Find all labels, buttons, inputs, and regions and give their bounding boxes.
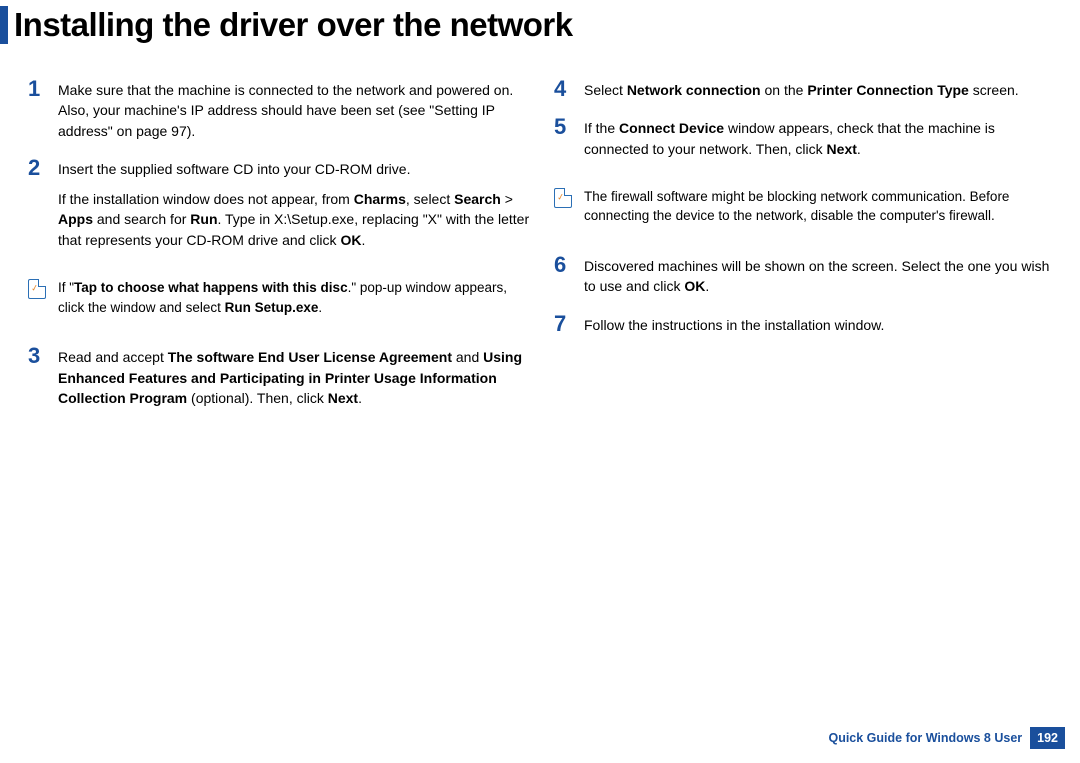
step-text: Read and accept The software End User Li…	[58, 347, 534, 408]
step-number: 6	[554, 254, 584, 297]
step-2: 2 Insert the supplied software CD into y…	[28, 157, 534, 250]
step-text: Discovered machines will be shown on the…	[584, 256, 1060, 297]
content-columns: 1 Make sure that the machine is connecte…	[0, 44, 1080, 424]
note-box: The firewall software might be blocking …	[554, 187, 1060, 226]
step-number: 2	[28, 157, 58, 250]
page-title: Installing the driver over the network	[14, 6, 573, 44]
step-7: 7 Follow the instructions in the install…	[554, 313, 1060, 335]
step-body: Select Network connection on the Printer…	[584, 78, 1060, 100]
note-box: If "Tap to choose what happens with this…	[28, 278, 534, 317]
note-icon	[554, 188, 572, 208]
step-number: 5	[554, 116, 584, 159]
title-bar: Installing the driver over the network	[0, 0, 1080, 44]
step-number: 1	[28, 78, 58, 141]
step-6: 6 Discovered machines will be shown on t…	[554, 254, 1060, 297]
step-4: 4 Select Network connection on the Print…	[554, 78, 1060, 100]
left-column: 1 Make sure that the machine is connecte…	[28, 78, 534, 424]
step-number: 7	[554, 313, 584, 335]
note-text: If "Tap to choose what happens with this…	[58, 278, 534, 317]
step-text: Insert the supplied software CD into you…	[58, 159, 534, 179]
title-accent-bar	[0, 6, 8, 44]
step-3: 3 Read and accept The software End User …	[28, 345, 534, 408]
step-text: Make sure that the machine is connected …	[58, 80, 534, 141]
note-icon-wrap	[554, 187, 584, 226]
step-body: Insert the supplied software CD into you…	[58, 157, 534, 250]
note-icon	[28, 279, 46, 299]
step-text: If the Connect Device window appears, ch…	[584, 118, 1060, 159]
step-text: Select Network connection on the Printer…	[584, 80, 1060, 100]
note-icon-wrap	[28, 278, 58, 317]
step-body: Discovered machines will be shown on the…	[584, 254, 1060, 297]
step-body: Make sure that the machine is connected …	[58, 78, 534, 141]
footer-label: Quick Guide for Windows 8 User	[828, 731, 1022, 745]
step-5: 5 If the Connect Device window appears, …	[554, 116, 1060, 159]
step-body: If the Connect Device window appears, ch…	[584, 116, 1060, 159]
step-text: Follow the instructions in the installat…	[584, 315, 1060, 335]
right-column: 4 Select Network connection on the Print…	[554, 78, 1060, 424]
page-number: 192	[1030, 727, 1065, 749]
step-number: 3	[28, 345, 58, 408]
step-text: If the installation window does not appe…	[58, 189, 534, 250]
note-text: The firewall software might be blocking …	[584, 187, 1060, 226]
step-number: 4	[554, 78, 584, 100]
step-body: Read and accept The software End User Li…	[58, 345, 534, 408]
step-body: Follow the instructions in the installat…	[584, 313, 1060, 335]
step-1: 1 Make sure that the machine is connecte…	[28, 78, 534, 141]
page-footer: Quick Guide for Windows 8 User 192	[828, 727, 1065, 749]
